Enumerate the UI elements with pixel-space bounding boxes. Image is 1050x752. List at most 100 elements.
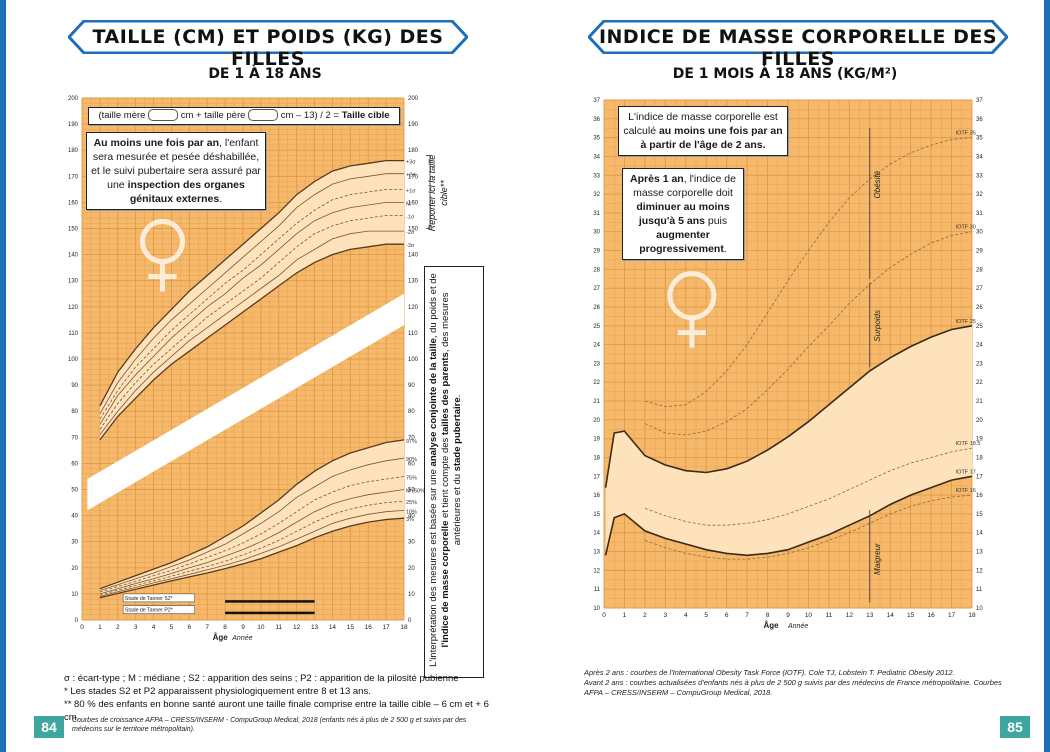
y-tick-right: 140 [408,253,419,259]
bmi-y-tick-right: 34 [976,154,983,160]
bmi-y-tick-right: 28 [976,267,983,273]
bmi-y-tick-left: 17 [593,474,600,480]
bmi-y-tick-right: 14 [976,531,983,537]
bmi-curve-label: IOTF 25 [956,319,976,325]
bmi-x-tick: 5 [704,612,708,619]
bmi-info-box-2: Après 1 an, l'indice de masse corporelle… [622,168,744,260]
vertical-note-box [424,266,484,678]
y-tick-right: 110 [408,331,418,337]
bmi-y-tick-right: 32 [976,192,983,198]
formula-target: Taille cible [341,110,390,121]
bmi-x-tick: 0 [602,612,606,619]
height-curve-label: -1σ [406,214,415,220]
y-tick-left: 10 [71,592,78,598]
x-tick: 12 [293,624,301,631]
x-tick: 17 [382,624,390,631]
bmi-info-2a: Après 1 an [630,173,684,185]
bmi-y-tick-left: 29 [593,249,600,255]
legend-p2-label: Stade de Tanner P2* [125,608,173,614]
bmi-x-axis-unit: Année [787,623,808,630]
bmi-info-1b: au moins une fois par an à partir de l'â… [640,125,783,151]
bmi-x-tick: 1 [623,612,627,619]
height-curve--3σ [99,243,404,441]
bmi-y-tick-right: 36 [976,117,983,123]
bmi-y-tick-right: 25 [976,324,983,330]
vnote-2: analyse conjointe de la taille [428,338,439,467]
mother-height-field[interactable] [148,109,179,122]
bmi-y-tick-left: 35 [593,136,600,142]
vnote-4: l'indice de masse corporelle [440,520,451,648]
target-bracket [426,155,431,229]
bmi-y-tick-left: 19 [593,437,600,443]
info-text: l'enfant sera mesurée et pesée déshabill… [91,137,261,191]
left-notes: σ : écart-type ; M : médiane ; S2 : appa… [64,672,494,724]
bmi-y-tick-right: 17 [976,474,983,480]
y-tick-right: 170 [408,174,419,180]
x-tick: 1 [98,624,102,631]
note-2: * Les stades S2 et P2 apparaissent physi… [64,686,371,697]
legend-p2-box [122,605,195,614]
right-page-edge [1044,0,1050,752]
bmi-y-tick-left: 15 [593,512,600,518]
bmi-y-tick-right: 10 [976,606,983,612]
bmi-chart: IOTF 35 IOTF 30 IOTF 25 IOTF 18.5 IOTF 17 IOT… [593,98,983,630]
bmi-curve-IOTF 35 [644,137,973,408]
x-tick: 10 [257,624,265,631]
bmi-y-tick-right: 33 [976,173,983,179]
weight-curve-label: 10% [406,509,417,515]
bmi-info-2e: augmenter progressivement [639,229,724,255]
weight-curve-90% [99,457,405,591]
height-curve-label: +3σ [406,160,416,166]
bmi-y-tick-left: 24 [593,343,600,349]
vertical-note: L'interprétation des mesures est basée s… [428,273,463,667]
weight-curve-label: 3% [406,517,414,523]
bmi-curve-label: IOTF 35 [956,131,976,137]
separator-stripe [87,293,404,511]
bmi-curve-IOTF 18.5 [644,447,973,526]
info-bold-1: Au moins une fois par an [93,137,220,149]
y-tick-left: 90 [71,383,78,389]
right-subtitle: DE 1 MOIS À 18 ANS (KG/M²) [672,66,898,82]
bmi-y-tick-left: 28 [593,267,600,273]
y-tick-left: 120 [68,305,79,311]
bmi-y-tick-left: 27 [593,286,600,292]
info-box-left: Au moins une fois par an, l'enfant sera … [86,132,266,210]
bmi-y-tick-right: 22 [976,380,983,386]
y-tick-right: 160 [408,200,419,206]
right-footer: Après 2 ans : courbes de l'International… [584,668,1004,698]
tanner-s2-range [225,600,315,603]
bmi-y-tick-right: 31 [976,211,983,217]
bmi-x-tick: 8 [766,612,770,619]
weight-curve-label: 75% [406,475,417,481]
bmi-y-tick-left: 23 [593,361,600,367]
x-tick: 4 [152,624,156,631]
bmi-curve-label: IOTF 16 [956,488,976,494]
banner-shape-right [588,20,1008,54]
bmi-y-tick-left: 14 [593,531,600,537]
x-tick: 8 [223,624,227,631]
bmi-x-tick: 2 [643,612,647,619]
vnote-5: et tient compte des [440,437,451,518]
y-tick-left: 110 [68,331,78,337]
weight-curve-97% [99,439,405,590]
height-band [99,160,405,440]
bmi-x-tick: 7 [745,612,749,619]
x-tick: 11 [275,624,282,631]
formula-mid: cm + taille père [180,110,246,121]
left-page-number: 84 [34,716,64,738]
y-tick-right: 0 [408,618,412,624]
left-title: TAILLE (CM) ET POIDS (KG) DES FILLES [92,26,444,70]
bmi-info-2c: diminuer au moins jusqu'à 5 ans [636,201,730,227]
y-tick-left: 170 [68,174,79,180]
bmi-y-tick-right: 21 [976,399,983,405]
y-tick-left: 50 [71,488,78,494]
x-tick: 14 [329,624,337,631]
y-tick-right: 70 [408,435,415,441]
father-height-field[interactable] [248,109,279,122]
weight-curve-label: 90% [406,457,417,463]
right-footer-2: Avant 2 ans : courbes actualisées d'enfa… [584,678,1002,697]
bmi-x-tick: 18 [968,612,976,619]
bmi-normal-band [605,325,972,556]
x-tick: 5 [170,624,174,631]
right-page-number: 85 [1000,716,1030,738]
